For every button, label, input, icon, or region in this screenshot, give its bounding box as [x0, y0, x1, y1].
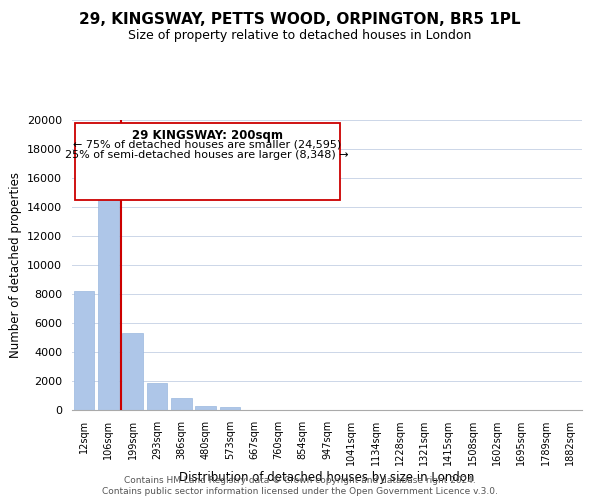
- Bar: [220, 407, 240, 410]
- Text: 29, KINGSWAY, PETTS WOOD, ORPINGTON, BR5 1PL: 29, KINGSWAY, PETTS WOOD, ORPINGTON, BR5…: [79, 12, 521, 28]
- Bar: [122, 333, 143, 410]
- Bar: [146, 383, 167, 410]
- FancyBboxPatch shape: [74, 123, 340, 200]
- X-axis label: Distribution of detached houses by size in London: Distribution of detached houses by size …: [179, 471, 475, 484]
- Bar: [195, 406, 216, 410]
- Bar: [171, 398, 191, 410]
- Text: 29 KINGSWAY: 200sqm: 29 KINGSWAY: 200sqm: [131, 130, 283, 142]
- Text: Contains HM Land Registry data © Crown copyright and database right 2024.: Contains HM Land Registry data © Crown c…: [124, 476, 476, 485]
- Text: Contains public sector information licensed under the Open Government Licence v.: Contains public sector information licen…: [102, 488, 498, 496]
- Text: Size of property relative to detached houses in London: Size of property relative to detached ho…: [128, 29, 472, 42]
- Bar: [74, 291, 94, 410]
- Bar: [98, 170, 119, 410]
- Y-axis label: Number of detached properties: Number of detached properties: [8, 172, 22, 358]
- Text: 25% of semi-detached houses are larger (8,348) →: 25% of semi-detached houses are larger (…: [65, 150, 349, 160]
- Text: ← 75% of detached houses are smaller (24,595): ← 75% of detached houses are smaller (24…: [73, 140, 341, 149]
